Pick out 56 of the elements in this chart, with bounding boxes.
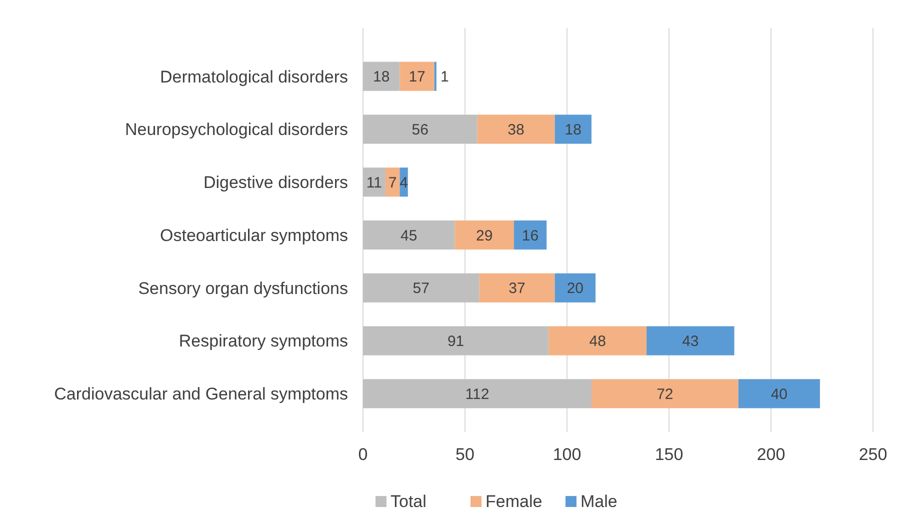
- x-tick-label: 0: [358, 445, 368, 464]
- data-label: 7: [388, 174, 397, 192]
- y-tick-label: Respiratory symptoms: [178, 332, 348, 351]
- x-tick-label: 250: [858, 445, 888, 464]
- x-tick-label: 100: [552, 445, 582, 464]
- bar: [363, 220, 455, 250]
- legend-label: Total: [390, 492, 426, 511]
- bar: [385, 168, 400, 197]
- data-label: 37: [508, 280, 526, 298]
- data-label: 18: [373, 68, 390, 86]
- y-tick-label: Cardiovascular and General symptoms: [54, 384, 348, 404]
- bar: [363, 62, 400, 91]
- bar: [363, 168, 386, 197]
- legend-label: Female: [486, 492, 542, 511]
- x-tick-label: 150: [654, 445, 684, 464]
- bar: [363, 114, 478, 144]
- bar: [363, 273, 480, 302]
- data-label: 45: [400, 227, 418, 244]
- bar: [400, 62, 434, 91]
- bar: [591, 379, 738, 408]
- data-label: 112: [465, 386, 490, 403]
- legend-label: Male: [580, 492, 618, 511]
- bar: [514, 220, 547, 250]
- data-label: 48: [589, 333, 606, 350]
- data-label: 43: [682, 333, 699, 350]
- bar: [646, 326, 734, 356]
- y-tick-label: Sensory organ dysfunctions: [138, 278, 348, 298]
- data-label: 18: [564, 121, 582, 138]
- bar: [363, 379, 592, 408]
- y-tick-label: Neuropsychological disorders: [124, 120, 348, 140]
- y-tick-label: Digestive disorders: [203, 173, 348, 192]
- x-tick-label: 200: [756, 445, 786, 464]
- bar: [554, 114, 592, 144]
- data-label: 56: [412, 121, 428, 138]
- bar: [477, 114, 555, 144]
- bar: [548, 326, 647, 356]
- data-label: 72: [656, 386, 674, 403]
- bar: [554, 273, 596, 302]
- data-label: 29: [476, 227, 493, 244]
- data-label: 57: [412, 280, 430, 298]
- data-label: 1: [440, 68, 449, 86]
- data-label: 17: [408, 68, 426, 86]
- data-label: 11: [366, 174, 382, 192]
- data-label: 38: [508, 121, 524, 138]
- bar: [454, 220, 514, 250]
- data-label: 91: [447, 333, 464, 350]
- bar: [363, 326, 549, 356]
- x-tick-label: 50: [456, 445, 474, 464]
- bar: [738, 379, 820, 408]
- data-label: 16: [522, 227, 539, 244]
- bar: [479, 273, 555, 302]
- data-label: 20: [566, 280, 584, 298]
- y-tick-label: Dermatological disorders: [160, 67, 348, 86]
- y-tick-label: Osteoarticular symptoms: [160, 226, 348, 245]
- data-label: 4: [400, 174, 408, 192]
- data-label: 40: [770, 386, 788, 403]
